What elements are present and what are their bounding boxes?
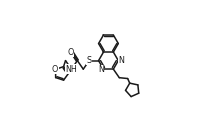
Text: N: N [118, 56, 124, 65]
Text: N: N [98, 65, 103, 74]
Text: NH: NH [65, 65, 77, 74]
Text: O: O [52, 65, 58, 74]
Text: S: S [86, 56, 91, 65]
Text: O: O [67, 48, 73, 57]
